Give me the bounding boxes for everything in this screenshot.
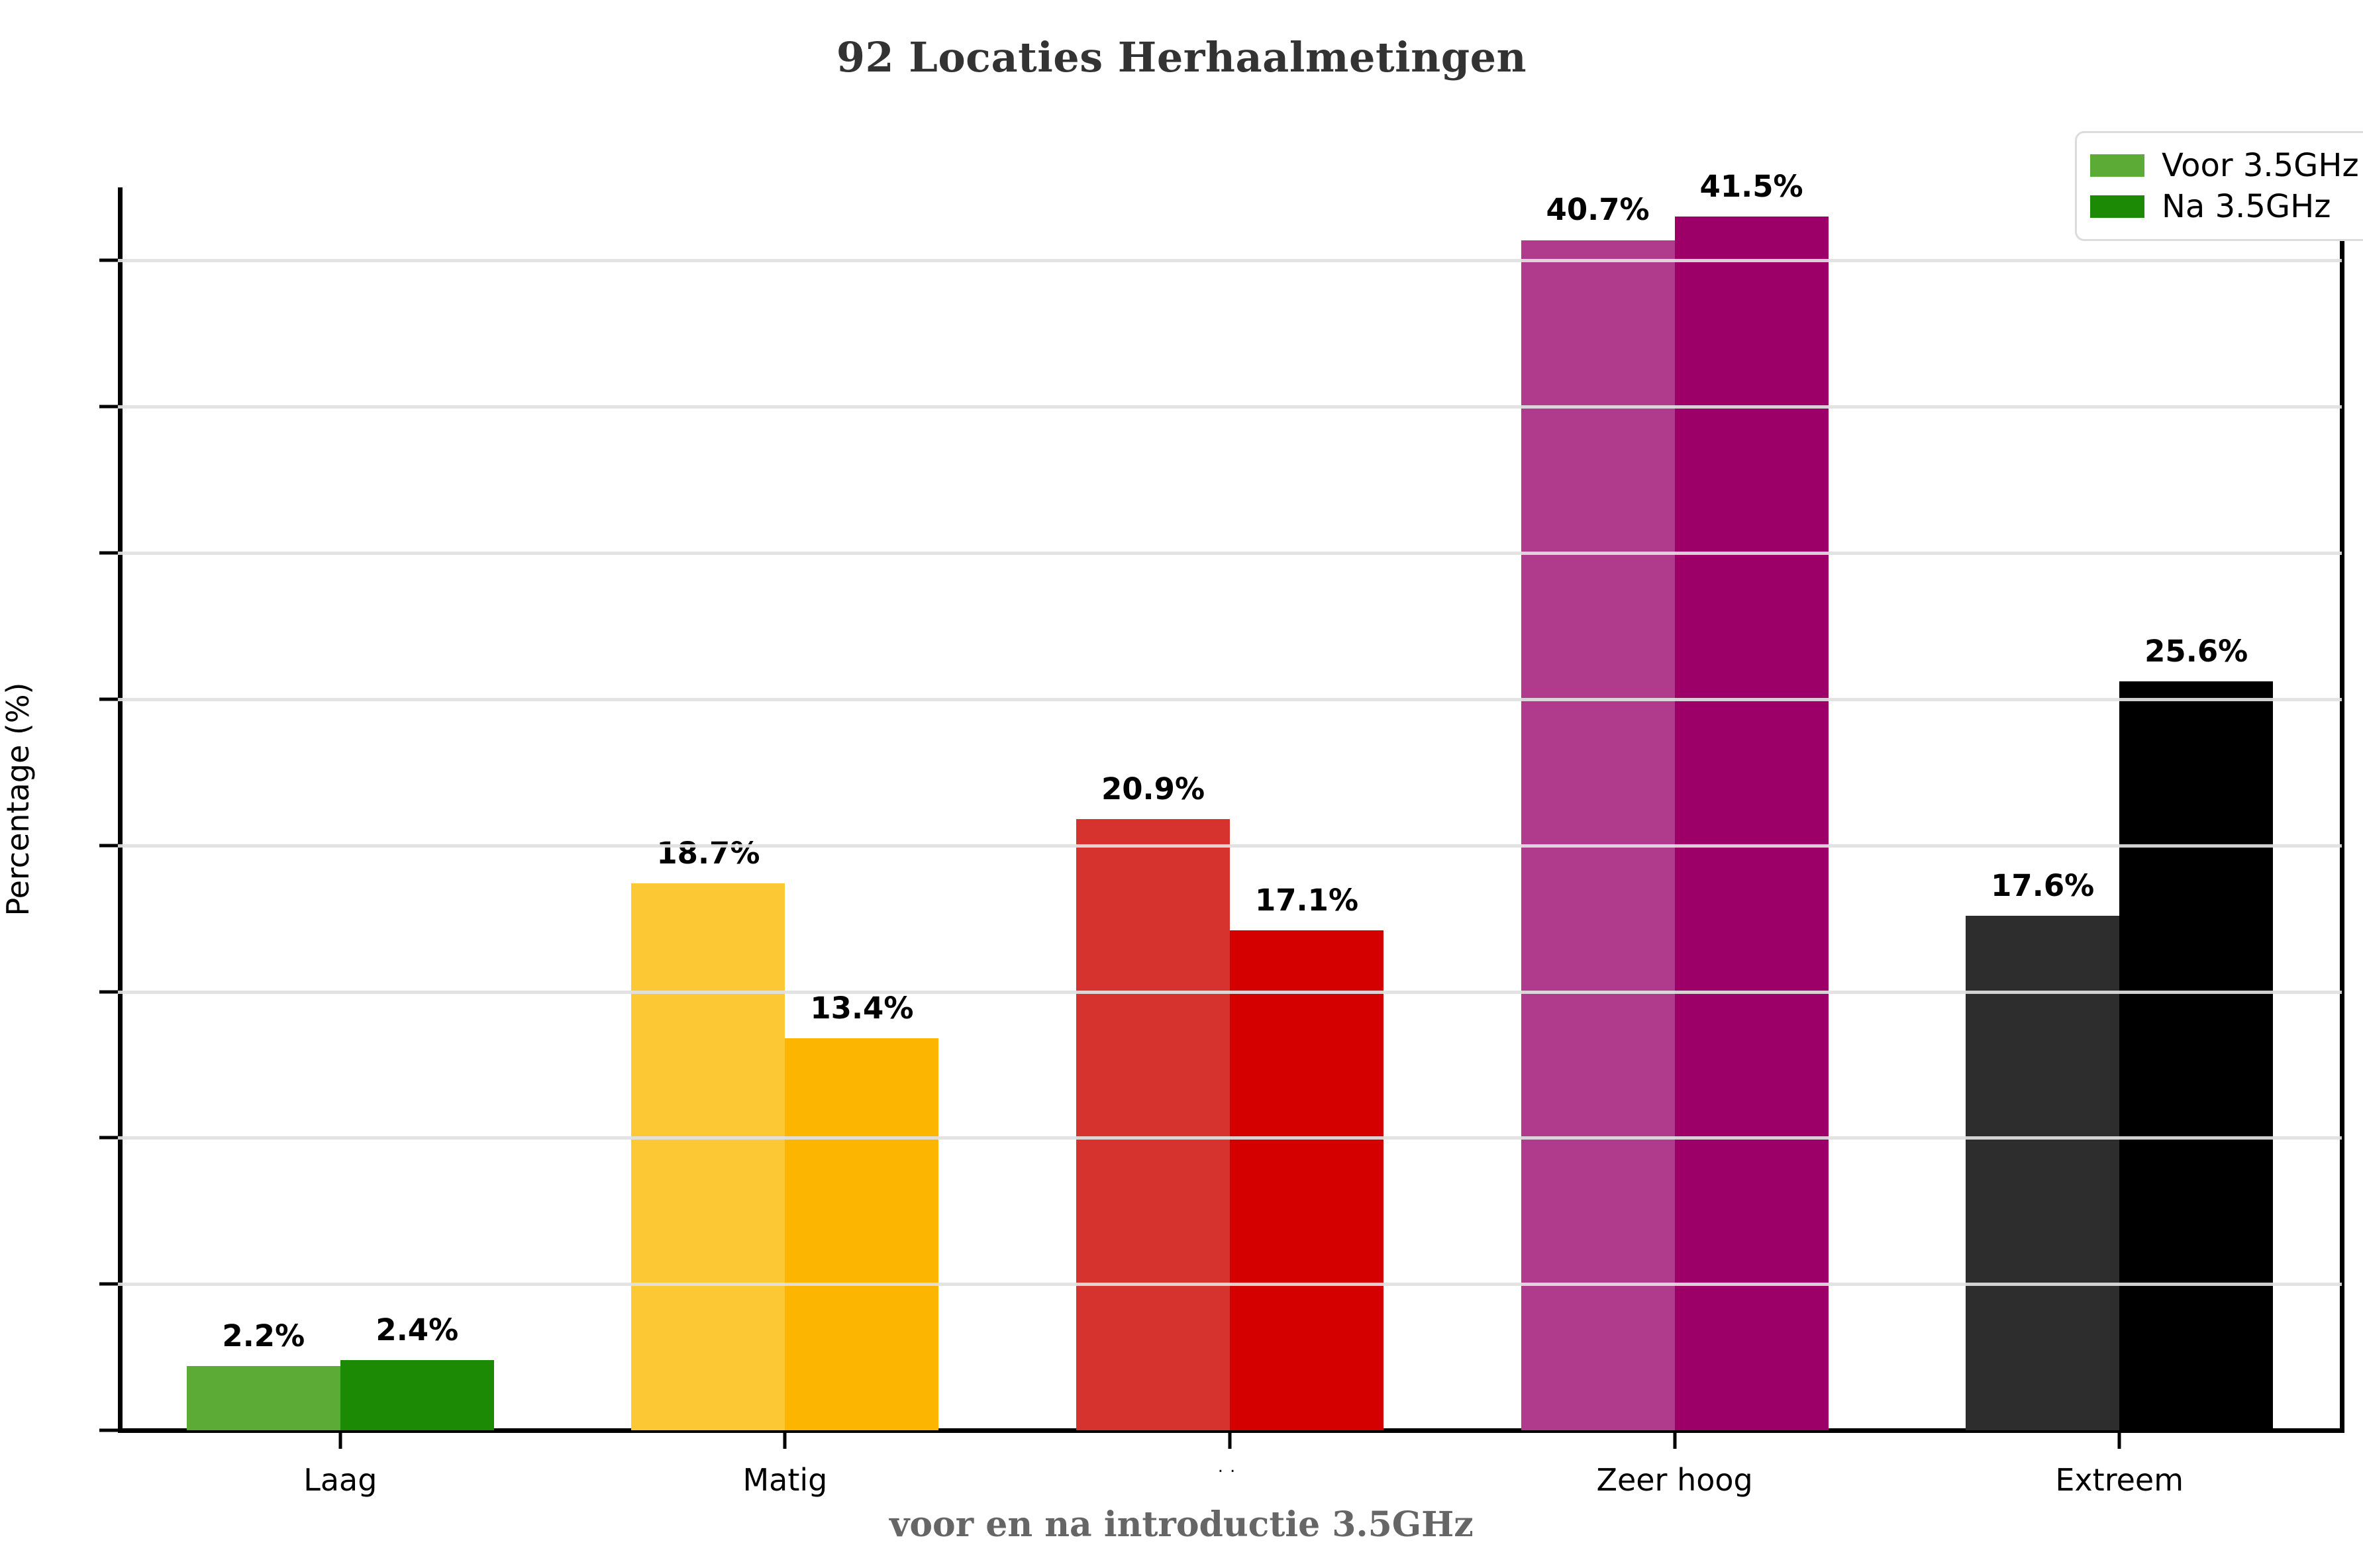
x-tick-label: Matig — [742, 1462, 828, 1498]
bar-value-label: 2.4% — [376, 1312, 459, 1348]
bar-value-label: 17.6% — [1991, 867, 2095, 903]
y-tick-mark — [99, 844, 118, 848]
x-tick-mark — [1673, 1430, 1677, 1449]
x-tick-mark — [783, 1430, 787, 1449]
x-axis-ticks: Laag Matig.. Zeer hoog Extreem — [118, 1430, 2342, 1568]
x-tick-label: Extreem — [2055, 1462, 2184, 1498]
x-axis-title: voor en na introductie 3.5GHz — [889, 1504, 1474, 1545]
bar-value-label: 17.1% — [1254, 882, 1359, 918]
bar-value-label: 41.5% — [1699, 169, 1803, 205]
y-tick-mark — [99, 258, 118, 262]
y-axis-spine — [118, 187, 123, 1432]
y-tick-mark — [99, 990, 118, 994]
bar[interactable] — [1230, 930, 1383, 1430]
bar[interactable] — [785, 1038, 939, 1430]
bar-series-container: 2.2% 2.4% 18.7% 13.4% 20.9% 17.1% 40.7% 41.5% 17… — [118, 169, 2342, 1430]
page-title: 92 Locaties Herhaalmetingen — [836, 33, 1527, 81]
legend-swatch-na — [2090, 195, 2144, 218]
bar-value-label: 18.7% — [656, 836, 760, 871]
x-tick-label: Zeer hoog — [1596, 1462, 1753, 1498]
legend-swatch-voor — [2090, 154, 2144, 177]
legend-label-voor: Voor 3.5GHz — [2162, 147, 2359, 184]
bar[interactable] — [1076, 818, 1230, 1430]
chart-legend[interactable]: Voor 3.5GHz Na 3.5GHz — [2075, 131, 2363, 241]
y-tick-mark — [99, 1282, 118, 1286]
bar[interactable] — [340, 1360, 494, 1430]
bar-value-label: 25.6% — [2144, 634, 2248, 669]
x-tick-mark — [1228, 1430, 1232, 1449]
x-tick-label: Laag — [303, 1462, 377, 1498]
bar[interactable] — [1521, 240, 1675, 1430]
bar[interactable] — [1674, 217, 1829, 1430]
bar-value-label: 40.7% — [1546, 192, 1650, 228]
bar-value-label: 20.9% — [1101, 771, 1205, 807]
legend-label-na: Na 3.5GHz — [2162, 188, 2331, 225]
bar[interactable] — [2119, 681, 2274, 1430]
right-spine — [2340, 187, 2344, 1432]
bar[interactable] — [1966, 915, 2120, 1430]
y-tick-mark — [99, 1428, 118, 1432]
x-tick-label: .. — [1217, 1457, 1242, 1477]
bar[interactable] — [186, 1365, 340, 1430]
bar[interactable] — [631, 883, 785, 1430]
x-tick-mark — [2117, 1430, 2121, 1449]
bar-value-label: 2.2% — [222, 1318, 305, 1353]
legend-item-na[interactable]: Na 3.5GHz — [2090, 186, 2359, 227]
y-tick-mark — [99, 1136, 118, 1140]
y-tick-mark — [99, 551, 118, 555]
bar-value-label: 13.4% — [810, 991, 914, 1026]
legend-item-voor[interactable]: Voor 3.5GHz — [2090, 145, 2359, 186]
x-tick-mark — [338, 1430, 342, 1449]
y-axis-title: Percentage (%) — [0, 682, 36, 916]
y-tick-mark — [99, 405, 118, 409]
y-axis-ticks: 0510152025303540 — [0, 0, 118, 1568]
y-tick-mark — [99, 697, 118, 701]
